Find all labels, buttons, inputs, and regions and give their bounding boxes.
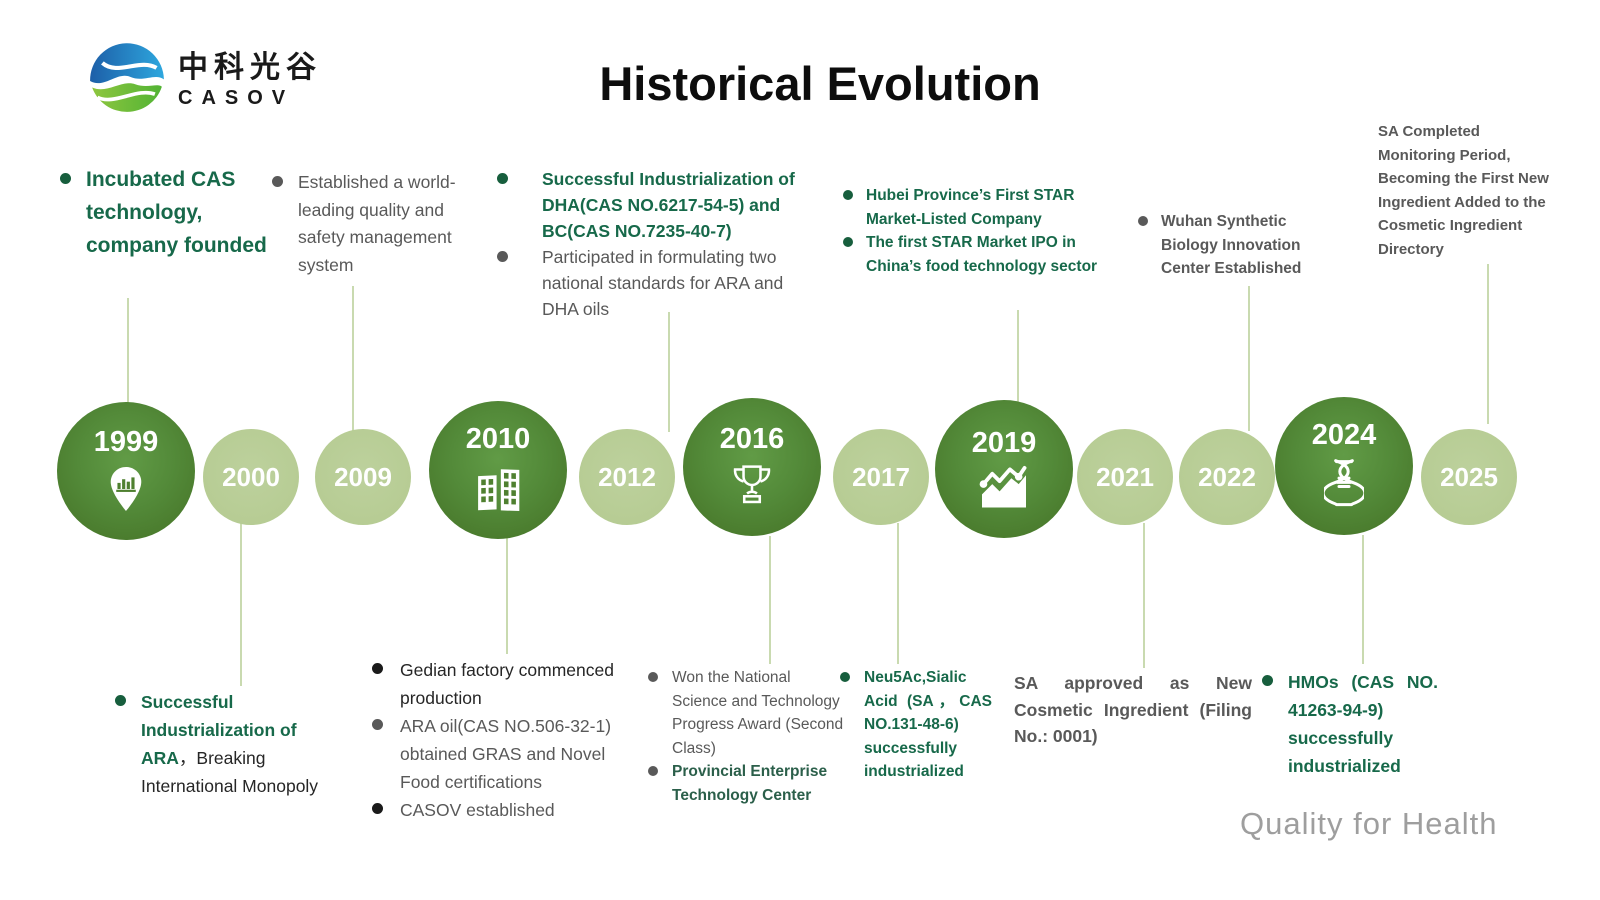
trophy-icon bbox=[726, 461, 778, 509]
connector-2009 bbox=[352, 286, 354, 431]
event-2000-text: Successful Industrialization of ARA，Brea… bbox=[141, 688, 355, 800]
bullet-icon bbox=[1138, 216, 1148, 226]
event-2025: SA Completed Monitoring Period, Becoming… bbox=[1378, 120, 1560, 261]
event-2024-text: HMOs (CAS NO. 41263-94-9) successfully i… bbox=[1288, 672, 1438, 776]
event-2024: HMOs (CAS NO. 41263-94-9) successfully i… bbox=[1262, 668, 1438, 780]
dna-icon bbox=[1321, 457, 1367, 511]
event-2019-item-2: The first STAR Market IPO in China’s foo… bbox=[866, 234, 1098, 275]
timeline-node-2024: 2024 bbox=[1275, 397, 1413, 535]
bullet-icon bbox=[272, 176, 283, 187]
year-label: 2024 bbox=[1311, 419, 1377, 451]
map-pin-icon bbox=[104, 464, 148, 514]
bullet-icon bbox=[840, 672, 850, 682]
year-label: 2019 bbox=[971, 427, 1037, 459]
event-2012: Successful Industrialization of DHA(CAS … bbox=[497, 166, 815, 322]
bullet-icon bbox=[60, 173, 71, 184]
connector-2024 bbox=[1362, 535, 1364, 664]
event-2000-bold: Successful Industrialization of ARA bbox=[141, 692, 297, 768]
line-chart-icon bbox=[974, 465, 1034, 509]
event-2000-rest: ，Breaking International Monopoly bbox=[141, 748, 319, 796]
event-2016-item-1: Won the National Science and Technology … bbox=[672, 669, 844, 757]
bullet-icon bbox=[648, 672, 658, 682]
year-label: 2000 bbox=[222, 462, 280, 492]
year-label: 2022 bbox=[1198, 462, 1256, 492]
timeline-node-2012: 2012 bbox=[579, 429, 675, 525]
timeline-node-1999: 1999 bbox=[57, 402, 195, 540]
event-2019-item-1: Hubei Province’s First STAR Market-Liste… bbox=[866, 187, 1075, 228]
bullet-icon bbox=[115, 695, 126, 706]
event-2012-main-text: Successful Industrialization of DHA(CAS … bbox=[542, 169, 795, 241]
timeline-node-2000: 2000 bbox=[203, 429, 299, 525]
timeline-node-2022: 2022 bbox=[1179, 429, 1275, 525]
bullet-icon bbox=[372, 803, 383, 814]
connector-2025 bbox=[1487, 264, 1489, 424]
year-label: 2025 bbox=[1440, 462, 1498, 492]
event-2016: Won the National Science and Technology … bbox=[648, 666, 844, 807]
event-2000: Successful Industrialization of ARA，Brea… bbox=[115, 688, 355, 800]
timeline-node-2010: 2010 bbox=[429, 401, 567, 539]
year-label: 2009 bbox=[334, 462, 392, 492]
year-label: 2017 bbox=[852, 462, 910, 492]
connector-2019 bbox=[1017, 310, 1019, 402]
event-2019: Hubei Province’s First STAR Market-Liste… bbox=[843, 184, 1105, 278]
connector-2010 bbox=[506, 537, 508, 654]
event-2010-item-2: ARA oil(CAS NO.506-32-1) obtained GRAS a… bbox=[400, 716, 612, 792]
timeline-node-2016: 2016 bbox=[683, 398, 821, 536]
year-label: 2012 bbox=[598, 462, 656, 492]
timeline-node-2017: 2017 bbox=[833, 429, 929, 525]
bullet-icon bbox=[843, 237, 853, 247]
year-label: 2016 bbox=[719, 423, 785, 455]
event-2009: Established a world-leading quality and … bbox=[272, 169, 490, 279]
logo-wordmark: 中科光谷 CASOV bbox=[178, 51, 322, 111]
bullet-icon bbox=[497, 173, 508, 184]
connector-2017 bbox=[897, 523, 899, 664]
connector-2022 bbox=[1248, 286, 1250, 431]
company-logo: 中科光谷 CASOV bbox=[86, 40, 322, 122]
event-1999-text: Incubated CAS technology, company founde… bbox=[86, 168, 267, 257]
connector-2012 bbox=[668, 312, 670, 432]
bullet-icon bbox=[843, 190, 853, 200]
timeline-node-2009: 2009 bbox=[315, 429, 411, 525]
year-label: 1999 bbox=[93, 426, 159, 458]
logo-latin-name: CASOV bbox=[178, 87, 295, 109]
bullet-icon bbox=[372, 663, 383, 674]
logo-globe-icon bbox=[90, 43, 164, 112]
bullet-icon bbox=[1262, 675, 1273, 686]
timeline-node-2025: 2025 bbox=[1421, 429, 1517, 525]
event-2009-text: Established a world-leading quality and … bbox=[298, 172, 456, 275]
logo-chinese-name: 中科光谷 bbox=[178, 51, 322, 84]
page-title: Historical Evolution bbox=[599, 57, 1041, 110]
timeline-node-2019: 2019 bbox=[935, 400, 1073, 538]
event-2010: Gedian factory commenced production ARA … bbox=[372, 656, 624, 824]
year-label: 2010 bbox=[465, 423, 531, 455]
event-2012-sub-text: Participated in formulating two national… bbox=[542, 247, 784, 319]
event-2010-item-1: Gedian factory commenced production bbox=[400, 660, 614, 708]
event-2021-text: SA approved as New Cosmetic Ingredient (… bbox=[1014, 673, 1252, 746]
connector-2021 bbox=[1143, 523, 1145, 668]
event-1999: Incubated CAS technology, company founde… bbox=[60, 163, 272, 262]
bullet-icon bbox=[497, 251, 508, 262]
year-label: 2021 bbox=[1096, 462, 1154, 492]
event-2016-item-2: Provincial Enterprise Technology Center bbox=[672, 763, 828, 804]
bullet-icon bbox=[648, 766, 658, 776]
bullet-icon bbox=[372, 719, 383, 730]
footer-slogan: Quality for Health bbox=[1240, 806, 1498, 841]
event-2017: Neu5Ac,Sialic Acid (SA，CAS NO.131-48-6) … bbox=[840, 666, 992, 784]
event-2017-text: Neu5Ac,Sialic Acid (SA，CAS NO.131-48-6) … bbox=[864, 669, 992, 780]
event-2021: SA approved as New Cosmetic Ingredient (… bbox=[1014, 670, 1252, 750]
buildings-icon bbox=[469, 461, 527, 515]
timeline-node-2021: 2021 bbox=[1077, 429, 1173, 525]
event-2022: Wuhan Synthetic Biology Innovation Cente… bbox=[1138, 210, 1334, 281]
connector-2016 bbox=[769, 536, 771, 664]
connector-2000 bbox=[240, 523, 242, 686]
connector-1999 bbox=[127, 298, 129, 404]
event-2022-text: Wuhan Synthetic Biology Innovation Cente… bbox=[1161, 213, 1302, 277]
event-2025-text: SA Completed Monitoring Period, Becoming… bbox=[1378, 123, 1549, 258]
event-2010-item-3: CASOV established bbox=[400, 800, 555, 820]
